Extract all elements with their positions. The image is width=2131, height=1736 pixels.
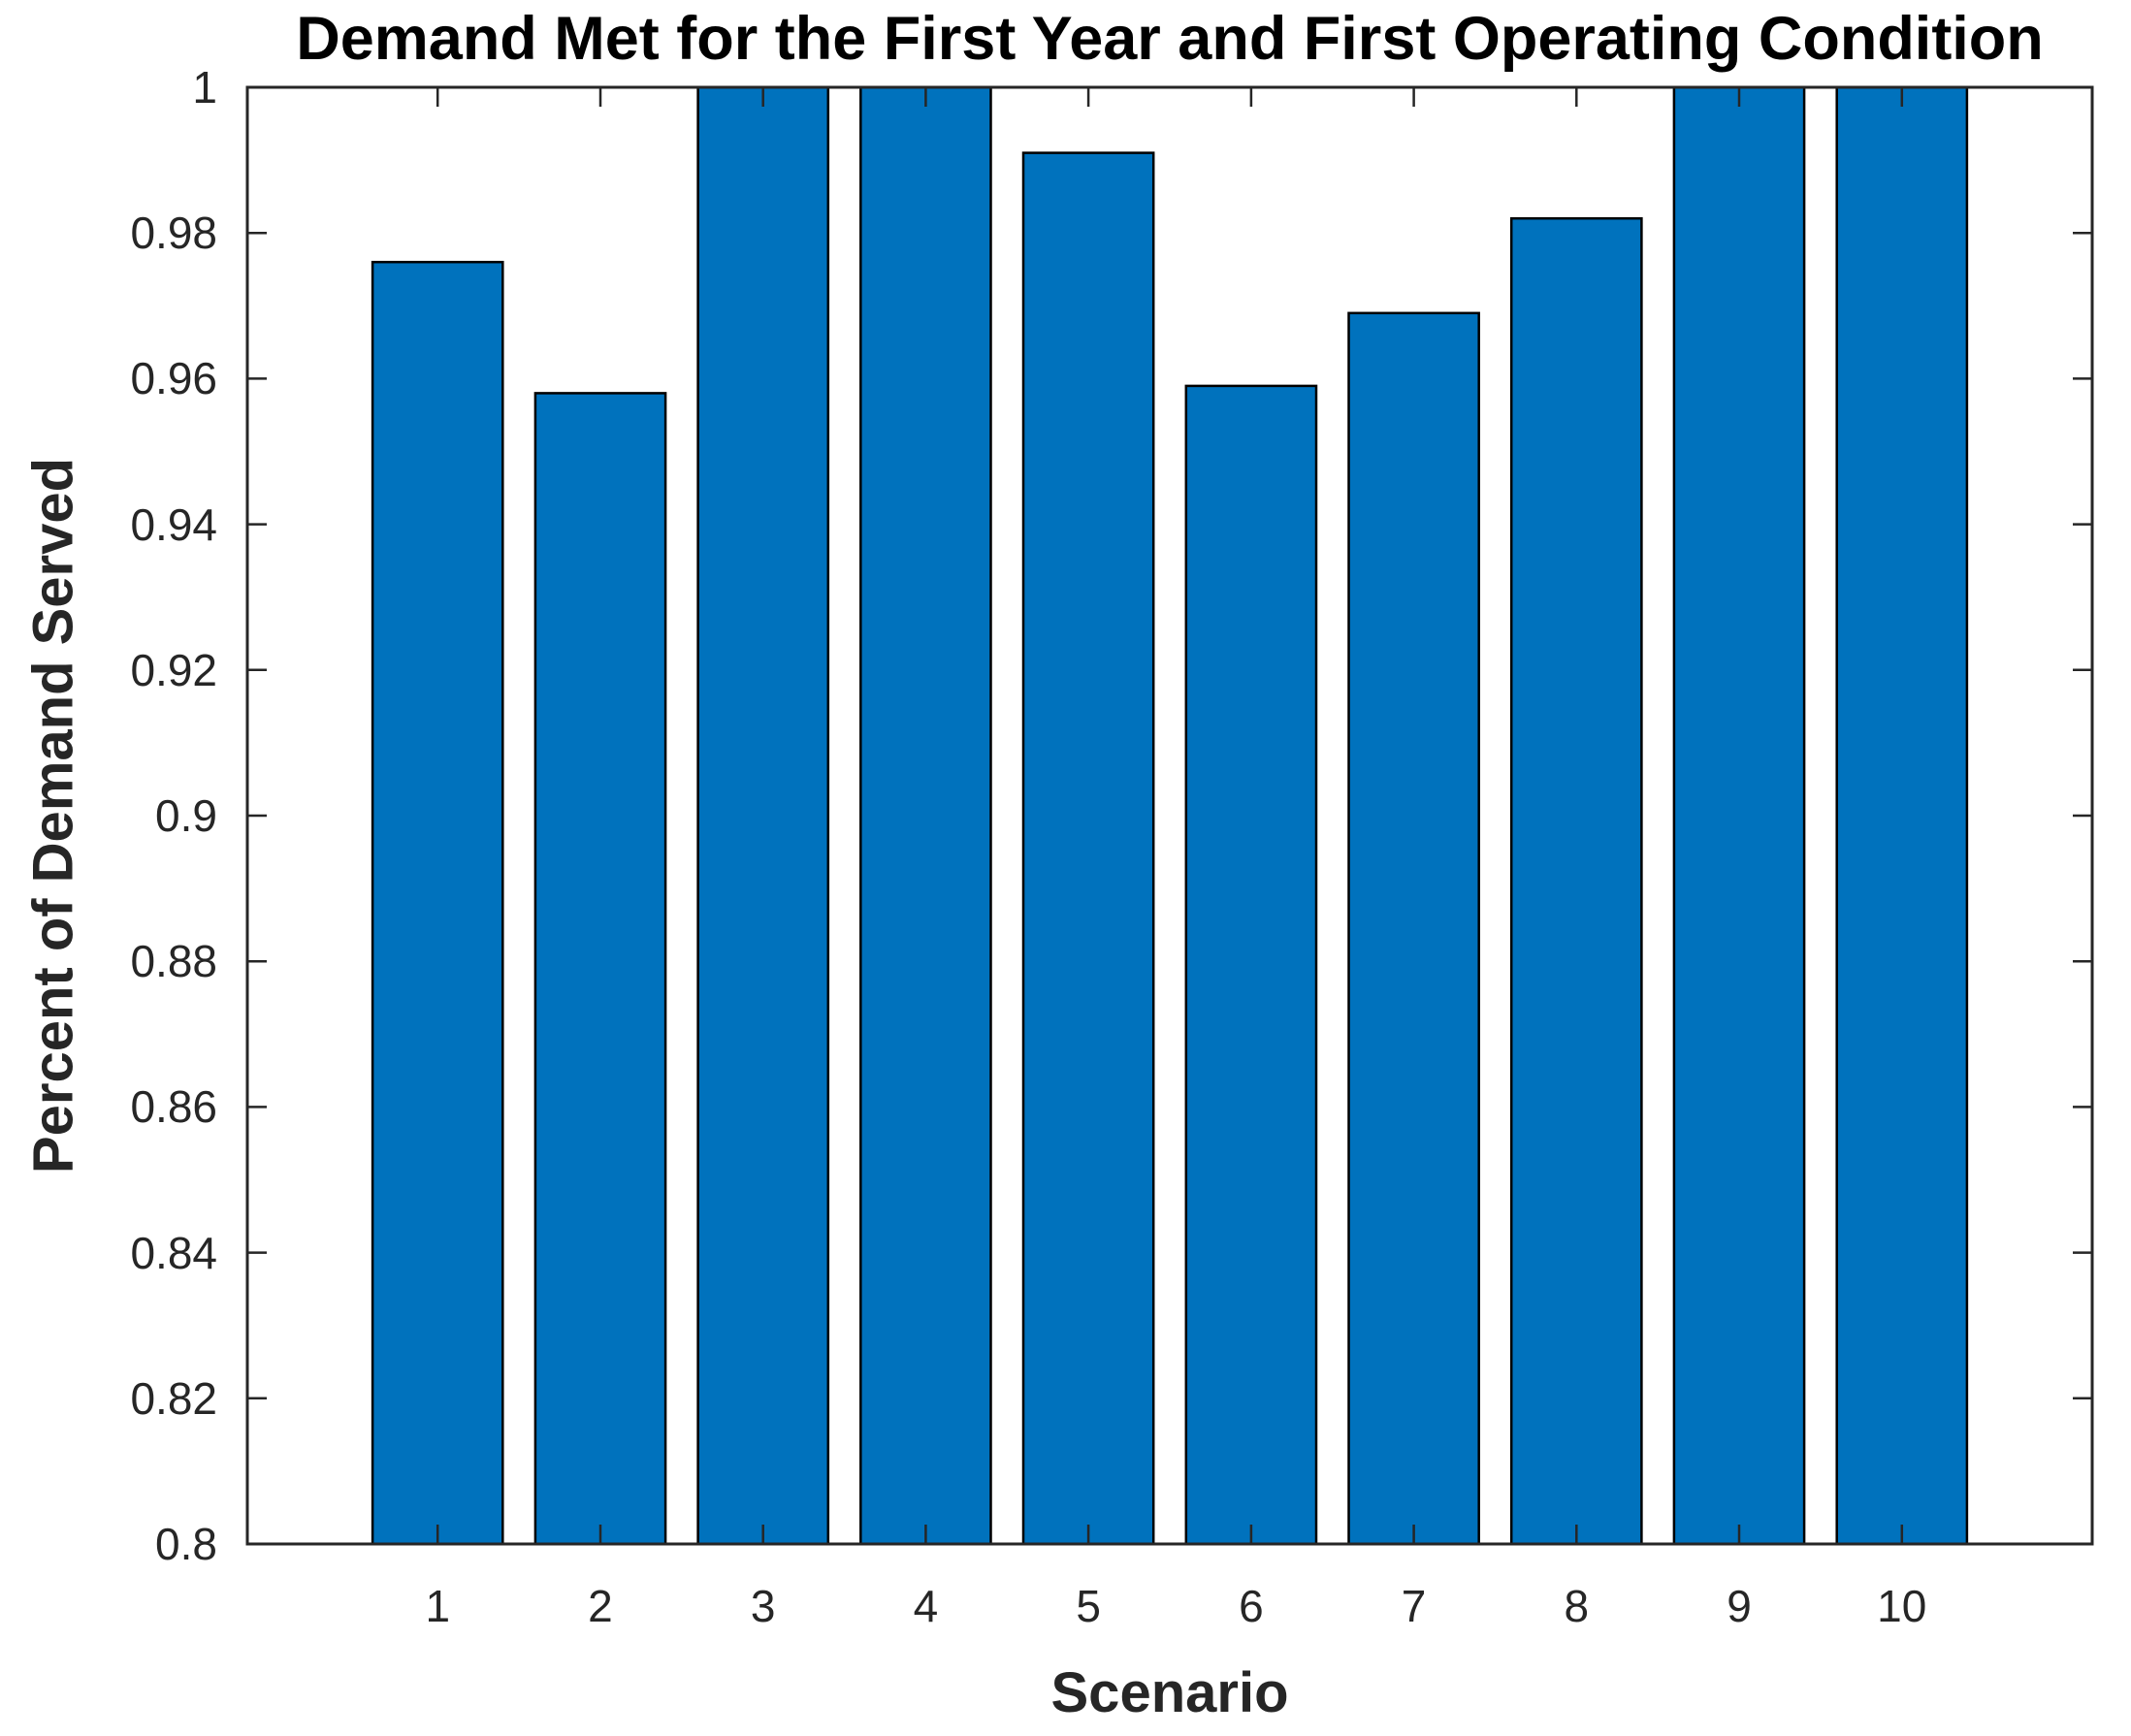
x-tick-label: 3 [750, 1581, 776, 1631]
y-tick-label: 0.9 [155, 790, 217, 841]
x-tick-label: 8 [1564, 1581, 1590, 1631]
x-tick-label: 2 [588, 1581, 613, 1631]
bar [1021, 151, 1155, 1546]
y-tick-label: 0.86 [130, 1081, 217, 1133]
y-tick-label: 1 [192, 62, 217, 113]
axes-layer [245, 85, 2094, 1546]
y-tick-label: 0.82 [130, 1372, 217, 1424]
x-tick-label: 7 [1401, 1581, 1427, 1631]
y-tick-label: 0.88 [130, 936, 217, 987]
x-tick-label: 6 [1239, 1581, 1264, 1631]
axis-box [245, 85, 2094, 1546]
x-tick-label: 1 [425, 1581, 451, 1631]
chart-title: Demand Met for the First Year and First … [296, 5, 2044, 73]
bar [696, 85, 830, 1546]
bar [533, 392, 667, 1546]
y-tick-label: 0.98 [130, 208, 217, 259]
x-axis-label: Scenario [1050, 1661, 1289, 1724]
x-tick-label: 5 [1076, 1581, 1101, 1631]
y-tick-label: 0.8 [155, 1519, 217, 1569]
bar [859, 85, 992, 1546]
y-tick-label: 0.92 [130, 644, 217, 695]
bar [1184, 384, 1318, 1546]
bars-layer [371, 85, 1969, 1546]
bar [1835, 85, 1969, 1546]
x-tick-label: 10 [1877, 1581, 1927, 1631]
x-tick-label: 4 [913, 1581, 939, 1631]
bar [1347, 311, 1480, 1546]
y-tick-label: 0.94 [130, 498, 217, 550]
x-tick-label: 9 [1727, 1581, 1752, 1631]
y-tick-label: 0.96 [130, 353, 217, 404]
bar [371, 260, 504, 1546]
bar [1509, 216, 1643, 1546]
y-tick-label: 0.84 [130, 1227, 217, 1278]
bar [1672, 85, 1806, 1546]
